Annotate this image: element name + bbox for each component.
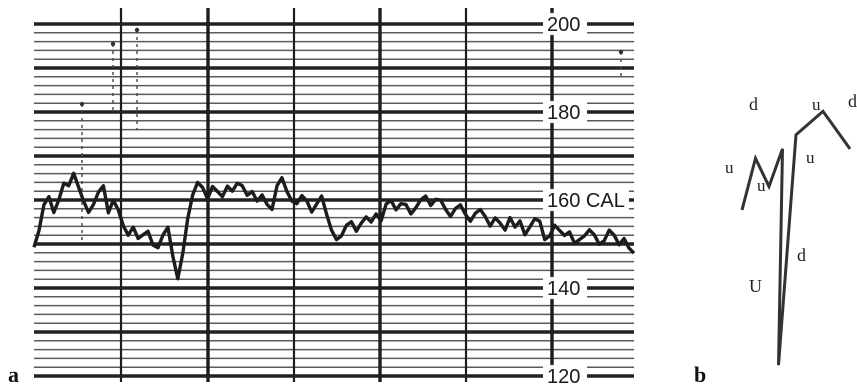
tick-label-background xyxy=(543,101,587,123)
pattern-annotation: u xyxy=(812,95,821,114)
heart-rate-trace xyxy=(32,171,636,281)
pattern-annotation: d xyxy=(749,94,758,114)
pattern-schematic-line xyxy=(740,109,852,366)
tick-label-background xyxy=(543,277,587,299)
panel-label-b: b xyxy=(694,362,706,384)
tick-label-background xyxy=(543,365,587,384)
y-tick-label: 160 CAL xyxy=(547,190,625,212)
y-tick-label: 180 xyxy=(547,102,580,124)
y-tick-labels: 200 180 160 CAL 140 120 xyxy=(543,13,629,384)
panel-b-pattern-diagram: d u u d u u d U b xyxy=(694,91,857,384)
y-tick-label: 200 xyxy=(547,14,580,36)
spike-tip xyxy=(79,101,85,107)
panel-label-a: a xyxy=(8,362,19,384)
panel-a-strip-chart: 200 180 160 CAL 140 120 a xyxy=(8,8,636,384)
pattern-annotation: U xyxy=(749,276,762,296)
y-tick-label: 120 xyxy=(547,366,580,384)
y-tick-label: 140 xyxy=(547,278,580,300)
pattern-annotation: u xyxy=(757,176,766,195)
pattern-annotation: u xyxy=(806,148,815,167)
pattern-annotation: u xyxy=(725,158,734,177)
spike-artifacts xyxy=(79,27,624,240)
tick-label-background xyxy=(543,189,629,211)
tick-label-background xyxy=(543,13,587,35)
pattern-annotation: d xyxy=(797,245,806,265)
spike-tip xyxy=(134,27,140,33)
horizontal-gridlines xyxy=(34,22,634,378)
pattern-annotations: d u u d u u d U xyxy=(725,91,857,296)
spike-tip xyxy=(618,49,624,55)
pattern-annotation: d xyxy=(848,91,857,111)
spike-tip xyxy=(110,41,116,47)
